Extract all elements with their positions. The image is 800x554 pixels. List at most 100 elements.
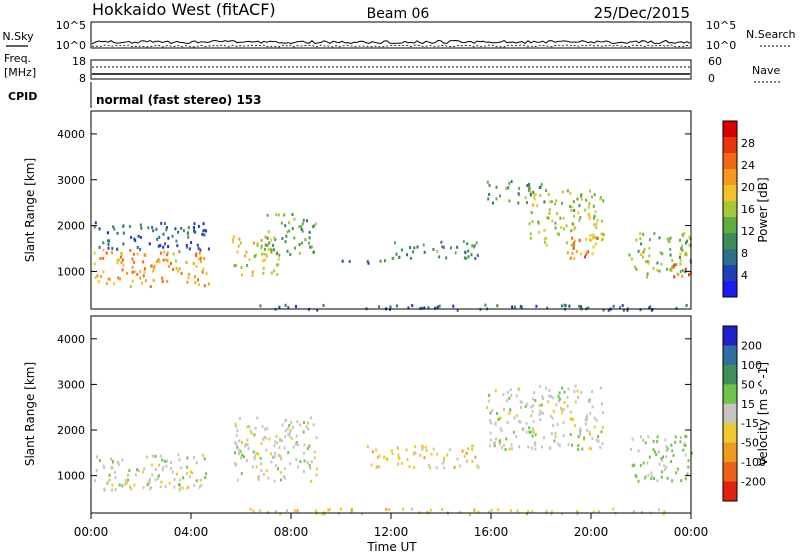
echo-cell xyxy=(166,459,168,463)
echo-cell xyxy=(525,201,528,205)
echo-cell xyxy=(288,434,291,438)
echo-cell xyxy=(105,282,108,286)
echo-cell xyxy=(253,433,256,437)
echo-cell xyxy=(157,244,160,248)
echo-cell xyxy=(671,259,674,262)
echo-cell xyxy=(510,180,513,184)
echo-cell xyxy=(126,271,129,275)
echo-cell xyxy=(529,232,532,236)
echo-cell xyxy=(182,476,185,480)
echo-cell xyxy=(116,231,119,235)
echo-cell xyxy=(259,456,262,460)
echo-cell xyxy=(647,261,650,265)
echo-cell xyxy=(527,445,530,449)
echo-cell xyxy=(661,459,664,463)
echo-cell xyxy=(234,451,236,455)
echo-cell xyxy=(685,241,687,245)
echo-cell xyxy=(130,487,133,491)
echo-cell xyxy=(163,459,166,463)
echo-cell xyxy=(593,193,596,197)
date-label: 25/Dec/2015 xyxy=(594,4,690,22)
echo-cell xyxy=(287,451,290,454)
echo-cell xyxy=(595,226,598,229)
echo-cell xyxy=(550,200,553,204)
echo-cell xyxy=(490,421,493,425)
echo-cell xyxy=(526,512,528,516)
echo-cell xyxy=(682,234,685,238)
echo-cell xyxy=(298,225,301,229)
echo-cell xyxy=(274,510,277,513)
echo-cell xyxy=(683,443,686,447)
echo-cell xyxy=(120,255,122,259)
echo-cell xyxy=(663,468,666,472)
echo-cell xyxy=(275,435,278,438)
echo-cell xyxy=(675,306,678,310)
echo-cell xyxy=(547,216,550,220)
colorbar-swatch xyxy=(723,217,737,234)
echo-cell xyxy=(139,269,142,273)
echo-cell xyxy=(571,236,574,240)
echo-cell xyxy=(149,477,151,481)
echo-cell xyxy=(587,306,590,310)
echo-cell xyxy=(446,453,449,457)
echo-cell xyxy=(409,246,412,249)
echo-cell xyxy=(467,255,470,259)
echo-cell xyxy=(441,245,444,249)
echo-cell xyxy=(531,427,534,430)
echo-cell xyxy=(102,464,105,468)
echo-cell xyxy=(296,420,299,424)
echo-cell xyxy=(256,416,259,420)
echo-cell xyxy=(538,230,541,234)
echo-cell xyxy=(567,387,570,391)
echo-cell xyxy=(577,444,580,448)
echo-cell xyxy=(566,404,569,408)
echo-cell xyxy=(395,252,398,256)
echo-cell xyxy=(276,441,279,445)
echo-cell xyxy=(530,414,533,418)
echo-cell xyxy=(314,222,317,226)
echo-cell xyxy=(473,245,475,249)
echo-cell xyxy=(150,264,153,268)
colorbar-swatch xyxy=(723,481,737,502)
echo-cell xyxy=(612,507,615,511)
echo-cell xyxy=(515,434,518,438)
echo-cell xyxy=(190,241,193,244)
echo-cell xyxy=(285,234,288,238)
echo-cell xyxy=(414,451,417,455)
echo-cell xyxy=(424,445,427,449)
echo-cell xyxy=(650,471,653,475)
echo-cell xyxy=(277,213,280,217)
echo-cell xyxy=(289,253,292,256)
echo-cell xyxy=(600,430,603,434)
velocity-y-label: Slant Range [km] xyxy=(23,362,37,466)
echo-cell xyxy=(167,236,170,240)
echo-cell xyxy=(591,390,594,393)
echo-cell xyxy=(234,462,237,466)
echo-cell xyxy=(681,248,684,252)
echo-cell xyxy=(310,460,313,464)
echo-cell xyxy=(588,400,591,404)
echo-cell xyxy=(175,472,178,476)
echo-cell xyxy=(131,279,134,283)
echo-cell xyxy=(288,221,291,225)
echo-cell xyxy=(576,510,579,513)
echo-cell xyxy=(264,258,267,262)
echo-cell xyxy=(463,256,466,260)
echo-cell xyxy=(569,410,572,414)
echo-cell xyxy=(167,245,170,249)
colorbar-tick-label: 28 xyxy=(741,137,755,150)
echo-cell xyxy=(580,194,582,198)
echo-cell xyxy=(279,439,282,443)
echo-cell xyxy=(630,257,633,261)
echo-cell xyxy=(279,471,282,474)
echo-cell xyxy=(577,435,580,439)
echo-cell xyxy=(434,306,437,310)
echo-cell xyxy=(308,236,311,240)
echo-cell xyxy=(518,420,521,423)
echo-cell xyxy=(575,250,578,254)
echo-cell xyxy=(239,416,241,420)
echo-cell xyxy=(474,257,477,260)
echo-cell xyxy=(93,479,96,483)
echo-cell xyxy=(256,242,259,246)
echo-cell xyxy=(593,425,596,429)
